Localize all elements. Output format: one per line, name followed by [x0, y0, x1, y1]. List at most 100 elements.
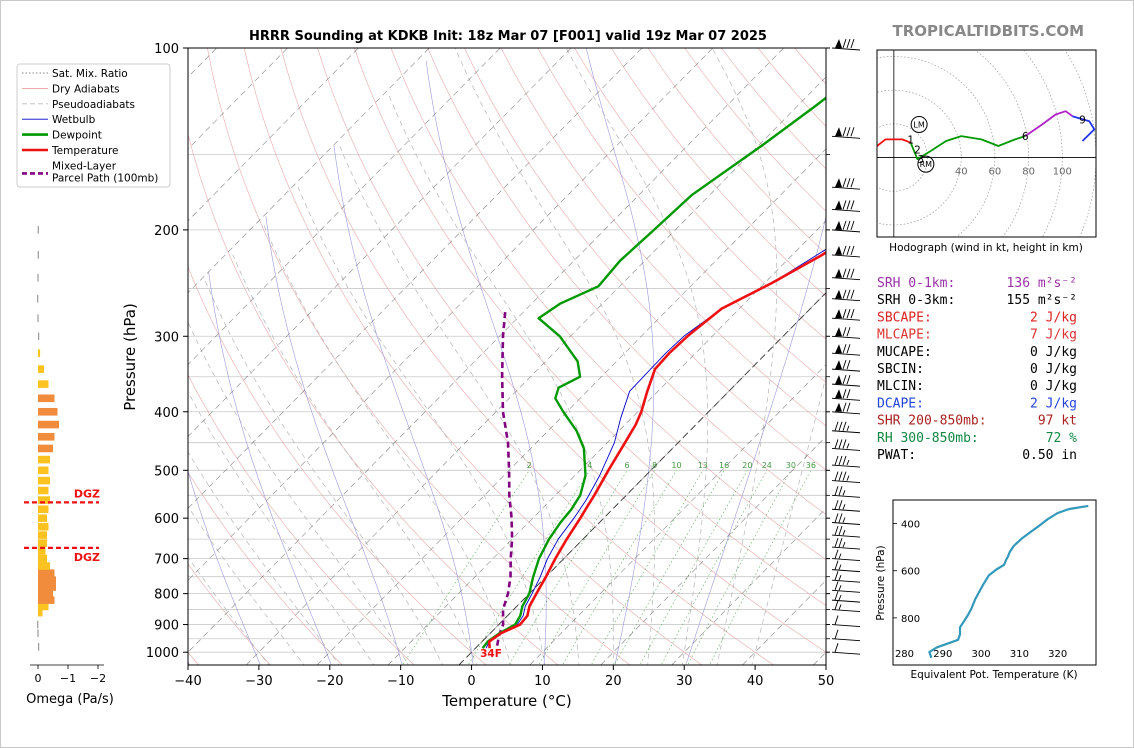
barb-half — [838, 604, 842, 610]
omega-bar — [38, 576, 56, 584]
barb-shaft — [831, 368, 861, 372]
omega-bar — [38, 522, 49, 531]
barb-full — [842, 471, 847, 481]
skewt-x-tick-label: 30 — [676, 674, 693, 689]
wind-barb — [831, 268, 861, 281]
barb-full — [842, 245, 847, 256]
barb-full — [842, 178, 847, 188]
skewt-x-tick-label: 10 — [534, 674, 551, 689]
theta-e-x-tick-label: 280 — [895, 649, 914, 660]
skewt-axes: −40 −30 −20 −10 0 10 20 30 40 50 100 200 300 400 500 60… — [146, 42, 834, 689]
wind-barb — [831, 344, 861, 356]
index-label: RH 300-850mb: — [877, 431, 979, 446]
storm-motion-marker — [917, 155, 935, 173]
omega-bar — [38, 602, 49, 611]
barb-full — [842, 389, 847, 399]
barb-full — [842, 220, 847, 231]
pseudoadiabat-line — [188, 321, 409, 665]
barb-flag — [835, 360, 842, 370]
isotherm-line — [671, 507, 826, 665]
barb-shaft — [831, 609, 861, 613]
mixing-ratio-label: 6 — [625, 461, 630, 470]
barb-full — [842, 289, 847, 299]
hodograph-ring-label: 60 — [989, 167, 1002, 178]
hodograph-caption: Hodograph (wind in kt, height in km) — [889, 242, 1083, 254]
wind-barbs — [831, 38, 861, 655]
index-value: 0 J/kg — [1030, 362, 1077, 377]
dry-adiabat-line — [243, 48, 703, 665]
wind-barb — [831, 629, 861, 642]
barb-full — [846, 359, 851, 370]
wind-barb — [831, 421, 861, 434]
barb-shaft — [831, 254, 861, 258]
index-value: 2 J/kg — [1030, 310, 1077, 325]
dry-adiabat-line — [353, 48, 826, 606]
legend-label: Pseudoadiabats — [52, 99, 135, 111]
barb-shaft — [831, 624, 861, 627]
wind-barb — [831, 374, 861, 387]
wetbulb-background-line — [265, 216, 403, 665]
barb-full — [834, 471, 839, 481]
hodograph-segment — [1024, 110, 1073, 137]
index-label: PWAT: — [877, 448, 916, 463]
parcel-path-line — [495, 308, 514, 646]
wind-barb — [831, 359, 861, 372]
index-label: DCAPE: — [877, 396, 924, 411]
pseudoadiabat-line — [203, 277, 443, 665]
barb-shaft — [831, 534, 861, 538]
isotherm-line — [188, 48, 643, 509]
barb-flag — [835, 178, 842, 188]
omega-bar — [38, 496, 50, 504]
omega-bar — [38, 562, 50, 570]
barb-shaft — [831, 464, 861, 468]
barb-flag — [835, 200, 842, 210]
legend-box — [16, 63, 171, 188]
barb-shaft — [831, 135, 861, 139]
skewt-y-tick-label: 400 — [154, 406, 179, 421]
index-value: 7 J/kg — [1030, 328, 1077, 343]
barb-full — [846, 374, 851, 385]
legend-label: Sat. Mix. Ratio — [52, 68, 128, 80]
omega-x-tick-label: −2 — [90, 672, 106, 685]
dry-adiabat-line — [188, 563, 271, 665]
mixing-ratio-label: 30 — [786, 461, 796, 470]
index-label: SBCAPE: — [877, 310, 932, 325]
hodograph-ring-label: 100 — [1053, 167, 1072, 178]
barb-flag — [835, 289, 842, 299]
dry-adiabat-line — [537, 48, 826, 383]
mixing-ratio-line — [709, 470, 812, 665]
pseudoadiabat-line — [751, 374, 826, 665]
barb-full — [842, 38, 847, 49]
barb-full — [850, 178, 855, 188]
wind-barb — [831, 560, 861, 573]
omega-bar — [38, 420, 59, 429]
theta-e-y-axis-label: Pressure (hPa) — [875, 545, 887, 620]
barb-flag — [835, 389, 842, 399]
omega-x-tick-label: −1 — [60, 672, 76, 685]
barb-full — [850, 245, 855, 256]
wind-barb — [831, 571, 861, 583]
theta-e-plot — [928, 504, 1089, 659]
omega-bar — [38, 476, 50, 485]
isotherm-line — [188, 48, 501, 366]
isotherm-line — [188, 48, 714, 581]
barb-full — [834, 643, 839, 653]
barb-full — [846, 389, 851, 399]
barb-full — [838, 471, 843, 481]
barb-full — [842, 268, 847, 278]
index-label: SBCIN: — [877, 362, 924, 377]
skewt-y-tick-label: 500 — [154, 464, 179, 479]
dry-adiabat-line — [464, 48, 826, 471]
skewt-x-tick-label: 20 — [605, 674, 622, 689]
barb-shaft — [831, 317, 861, 321]
wind-barb — [831, 327, 861, 339]
barb-full — [846, 127, 851, 137]
dry-adiabat-line — [574, 48, 826, 340]
dgz-label-top: DGZ — [74, 487, 100, 500]
barb-full — [834, 486, 839, 496]
wind-barb — [831, 600, 861, 613]
omega-bar — [38, 394, 55, 403]
theta-e-line — [928, 504, 1089, 659]
barb-full — [834, 615, 839, 625]
index-value: 72 % — [1046, 431, 1077, 446]
